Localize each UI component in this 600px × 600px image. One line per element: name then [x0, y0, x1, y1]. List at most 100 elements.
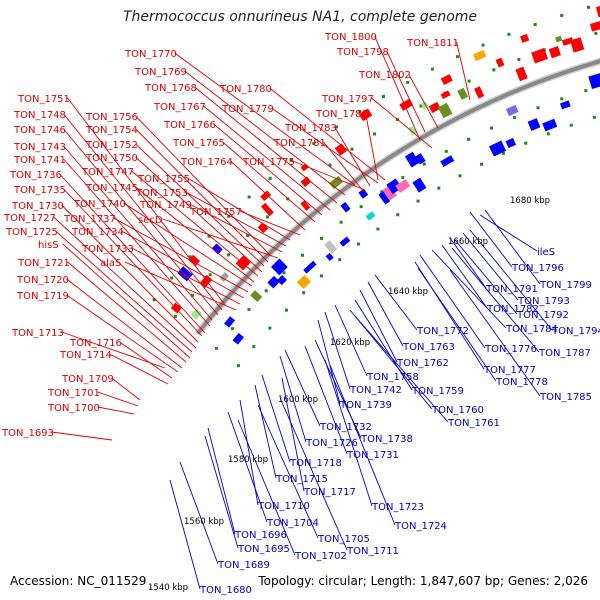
forward-gene-feature: [531, 47, 549, 64]
left-label-leader-line: [66, 278, 183, 369]
kbp-tick-label: 1580 kbp: [228, 455, 268, 465]
right-label-leader-line: [254, 384, 277, 479]
tick-dot: [152, 298, 156, 302]
right-gene-label: TON_1705: [317, 534, 370, 545]
forward-gene-feature: [520, 33, 530, 43]
tick-dot: [312, 141, 316, 145]
left-label-leader-line: [67, 97, 226, 306]
reverse-gene-feature: [250, 290, 263, 303]
tick-dot: [444, 149, 448, 153]
left-label-leader-line: [135, 128, 269, 263]
tick-dot: [546, 132, 550, 136]
tick-dot: [246, 234, 250, 238]
right-gene-label: TON_1785: [539, 392, 592, 403]
left-gene-label: TON_1783: [284, 123, 337, 134]
tick-dot: [320, 236, 324, 240]
right-gene-label: TON_1772: [416, 326, 469, 337]
right-gene-label: TON_1760: [431, 405, 484, 416]
left-label-leader-line: [187, 177, 291, 241]
right-gene-label: TON_1761: [447, 418, 500, 429]
tick-dot: [335, 125, 339, 129]
right-label-leader-line: [449, 269, 541, 397]
left-label-leader-line: [51, 431, 113, 441]
left-label-leader-line: [213, 123, 323, 216]
right-gene-label: TON_1702: [294, 551, 347, 562]
left-gene-label: TON_1754: [85, 125, 138, 136]
right-label-leader-line: [354, 315, 449, 423]
left-label-leader-line: [456, 41, 471, 101]
right-gene-label: TON_1718: [289, 458, 342, 469]
tick-dot: [173, 314, 177, 318]
tick-dot: [227, 214, 231, 218]
kbp-tick-label: 1640 kbp: [388, 287, 428, 297]
right-gene-label: TON_1731: [346, 450, 399, 461]
left-gene-label: TON_1764: [180, 157, 233, 168]
left-gene-label: TON_1733: [81, 244, 134, 255]
tick-dot: [188, 255, 192, 259]
forward-gene-feature: [457, 87, 469, 100]
tick-dot: [396, 213, 400, 217]
right-gene-label: TON_1777: [483, 365, 536, 376]
left-label-leader-line: [66, 294, 179, 373]
left-label-leader-line: [174, 52, 356, 186]
tick-dot: [339, 220, 343, 224]
forward-gene-feature: [472, 49, 487, 62]
reverse-gene-feature: [324, 240, 338, 254]
left-gene-label: TON_1767: [153, 102, 206, 113]
tick-dot: [170, 276, 174, 280]
right-gene-label: TON_1778: [495, 377, 548, 388]
right-label-leader-line: [324, 311, 351, 390]
reverse-gene-feature: [276, 275, 288, 286]
right-gene-label: TON_1738: [360, 434, 413, 445]
left-gene-label: TON_1766: [163, 120, 216, 131]
left-gene-label: TON_1802: [358, 70, 411, 81]
tick-dot: [328, 163, 332, 167]
right-label-leader-line: [419, 254, 486, 349]
tick-dot: [376, 227, 380, 231]
forward-gene-feature: [437, 102, 453, 119]
tick-dot: [268, 326, 272, 330]
right-gene-label: TON_1758: [366, 372, 419, 383]
tick-dot: [492, 68, 496, 72]
left-label-leader-line: [334, 126, 371, 187]
left-gene-label: TON_1720: [16, 275, 69, 286]
tick-dot: [358, 109, 362, 113]
left-label-leader-line: [292, 160, 366, 191]
tick-dot: [513, 116, 517, 120]
right-label-leader-line: [257, 404, 319, 539]
left-gene-label: secD: [138, 215, 163, 226]
forward-gene-feature: [569, 37, 585, 53]
left-label-leader-line: [184, 70, 346, 196]
right-gene-label: TON_1680: [199, 585, 252, 596]
reverse-gene-feature: [232, 332, 244, 345]
left-label-leader-line: [109, 353, 169, 385]
left-gene-label: TON_1755: [137, 174, 190, 185]
right-gene-label: TON_1723: [371, 502, 424, 513]
right-gene-label: ileS: [537, 247, 555, 258]
reverse-gene-feature: [358, 188, 369, 199]
tick-dot: [533, 22, 537, 26]
forward-gene-feature: [555, 35, 563, 43]
tick-dot: [350, 147, 354, 151]
tick-dot: [252, 345, 256, 349]
right-gene-label: TON_1763: [402, 342, 455, 353]
left-label-leader-line: [162, 218, 279, 259]
tick-dot: [319, 274, 323, 278]
left-gene-label: TON_1700: [47, 403, 100, 414]
reverse-gene-feature: [505, 137, 517, 149]
tick-dot: [456, 55, 460, 59]
reverse-gene-feature: [339, 236, 351, 247]
left-label-leader-line: [131, 170, 259, 277]
left-label-leader-line: [63, 158, 211, 327]
reverse-gene-feature: [527, 118, 541, 131]
right-label-leader-line: [261, 374, 291, 463]
left-label-leader-line: [408, 73, 439, 129]
left-gene-label: TON_1768: [144, 83, 197, 94]
left-label-leader-line: [61, 331, 166, 369]
right-label-leader-line: [484, 209, 541, 285]
tick-dot: [517, 57, 521, 61]
right-label-leader-line: [469, 229, 553, 331]
left-label-leader-line: [121, 230, 245, 299]
right-label-leader-line: [207, 427, 236, 535]
